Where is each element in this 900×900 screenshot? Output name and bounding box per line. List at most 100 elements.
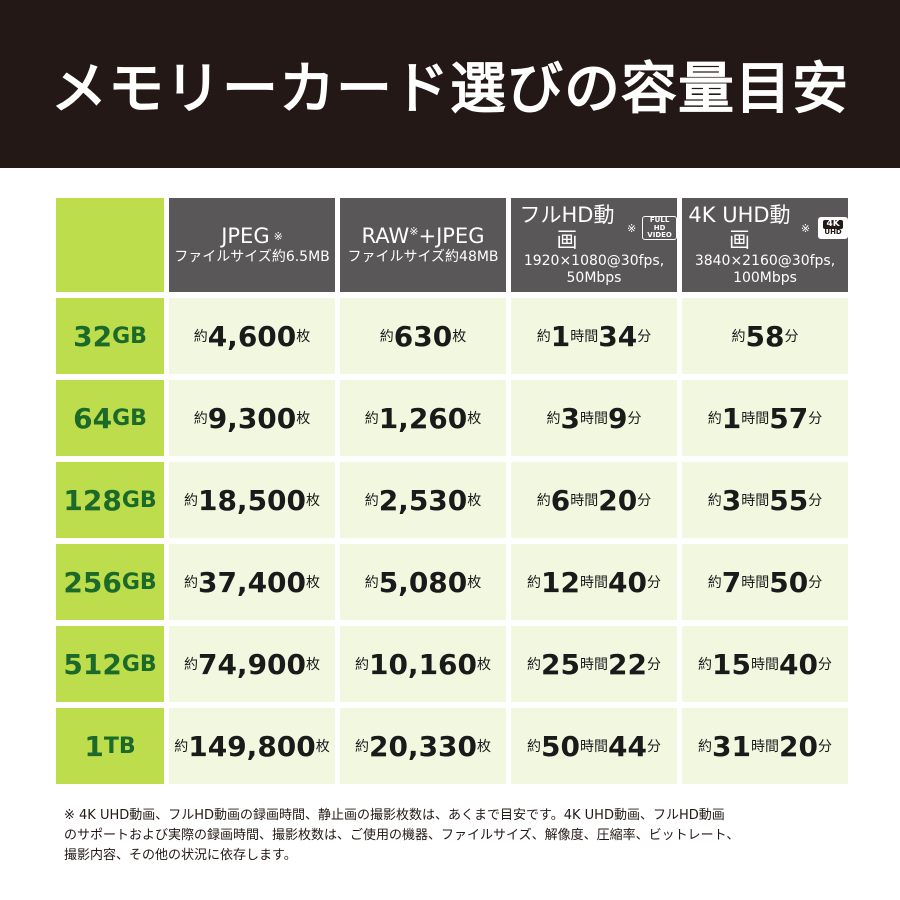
header-sub: 3840×2160@30fps, [694, 253, 836, 270]
cell-unit: 枚 [306, 575, 321, 591]
cell-unit: 約 [193, 329, 208, 345]
header-sub-2: 50Mbps [566, 270, 622, 287]
cell-value: 50 [541, 729, 580, 763]
table-cell: 約 630 枚 [340, 298, 506, 374]
capacity-label: 1 TB [56, 708, 164, 784]
cell-value: 15 [712, 647, 751, 681]
cell-unit: 約 [546, 411, 561, 427]
table-cell: 約 3 時間 9 分 [511, 380, 677, 456]
cell-unit: 時間 [570, 329, 599, 345]
cell-unit: 約 [527, 657, 542, 673]
table-cell: 約 20,330 枚 [340, 708, 506, 784]
cell-unit: 時間 [751, 739, 779, 755]
table-cell: 約 37,400 枚 [169, 544, 335, 620]
table-cell: 約 12 時間 40 分 [511, 544, 677, 620]
cell-value: 2,530 [378, 483, 468, 517]
capacity-unit: TB [103, 733, 136, 759]
cell-unit: 分 [646, 657, 661, 673]
fullhd-video-icon: FULL HD VIDEO [642, 216, 677, 241]
footnote-line: 撮影内容、その他の状況に依存します。 [64, 848, 297, 863]
table-cell: 約 74,900 枚 [169, 626, 335, 702]
cell-unit: 約 [183, 575, 198, 591]
cell-unit: 時間 [580, 657, 608, 673]
capacity-unit: GB [121, 569, 157, 595]
cell-value: 4,600 [207, 319, 297, 353]
cell-value: 149,800 [188, 729, 316, 763]
cell-unit: 時間 [741, 411, 770, 427]
cell-value: 12 [541, 565, 580, 599]
cell-unit: 枚 [467, 493, 482, 509]
cell-unit: 枚 [467, 575, 482, 591]
cell-value: 20,330 [368, 729, 478, 763]
footnote-line: ※ 4K UHD動画、フルHD動画の録画時間、静止画の撮影枚数は、あくまで目安で… [64, 808, 725, 823]
capacity-number: 512 [63, 647, 122, 681]
note-mark: ※ [409, 225, 419, 238]
cell-value: 58 [745, 319, 785, 353]
cell-unit: 約 [174, 739, 189, 755]
header-4k-uhd: 4K UHD動画 ※ 4K UHD 3840×2160@30fps, 100Mbp… [682, 198, 848, 292]
cell-value: 1 [550, 319, 571, 353]
cell-unit: 分 [808, 575, 823, 591]
header-label: RAW※+JPEG [361, 224, 485, 248]
cell-unit: 時間 [570, 493, 599, 509]
cell-value: 37,400 [197, 565, 307, 599]
capacity-label: 512 GB [56, 626, 164, 702]
cell-value: 18,500 [197, 483, 307, 517]
header-raw-jpeg: RAW※+JPEG ファイルサイズ約48MB [340, 198, 506, 292]
cell-unit: 枚 [306, 657, 321, 673]
table-cell: 約 7 時間 50 分 [682, 544, 848, 620]
cell-value: 57 [769, 401, 809, 435]
cell-unit: 約 [364, 411, 379, 427]
cell-value: 1,260 [378, 401, 468, 435]
cell-unit: 約 [536, 329, 551, 345]
table-cell: 約 31 時間 20 分 [682, 708, 848, 784]
cell-unit: 約 [707, 411, 722, 427]
cell-unit: 約 [527, 575, 542, 591]
cell-value: 6 [550, 483, 571, 517]
capacity-number: 1 [84, 729, 104, 763]
note-mark: ※ [273, 230, 283, 243]
cell-value: 34 [598, 319, 638, 353]
note-mark: ※ [800, 221, 811, 235]
cell-value: 22 [608, 647, 647, 681]
table-cell: 約 3 時間 55 分 [682, 462, 848, 538]
cell-value: 20 [598, 483, 638, 517]
note-mark: ※ [626, 221, 637, 235]
cell-unit: 分 [817, 657, 832, 673]
cell-unit: 約 [698, 739, 713, 755]
capacity-table: JPEG ※ ファイルサイズ約6.5MB RAW※+JPEG ファイルサイズ約48… [56, 198, 848, 784]
cell-unit: 約 [183, 493, 198, 509]
cell-unit: 枚 [306, 493, 321, 509]
cell-unit: 分 [646, 739, 661, 755]
header-label: 4K UHD動画 [688, 203, 791, 253]
cell-unit: 約 [379, 329, 394, 345]
footnote: ※ 4K UHD動画、フルHD動画の録画時間、静止画の撮影枚数は、あくまで目安で… [64, 806, 854, 866]
cell-unit: 約 [527, 739, 542, 755]
cell-value: 55 [769, 483, 809, 517]
cell-value: 20 [779, 729, 818, 763]
table-cell: 約 149,800 枚 [169, 708, 335, 784]
header-label: JPEG [221, 224, 270, 248]
cell-unit: 分 [637, 493, 652, 509]
footnote-line: のサポートおよび実際の録画時間、撮影枚数は、ご使用の機器、ファイルサイズ、解像度… [64, 828, 740, 843]
capacity-unit: GB [121, 651, 157, 677]
cell-value: 9,300 [207, 401, 297, 435]
cell-unit: 約 [731, 329, 746, 345]
header-label: フルHD動画 [519, 203, 615, 253]
cell-value: 74,900 [197, 647, 307, 681]
cell-unit: 分 [784, 329, 799, 345]
table-cell: 約 9,300 枚 [169, 380, 335, 456]
cell-value: 630 [393, 319, 453, 353]
cell-value: 50 [769, 565, 809, 599]
cell-unit: 分 [808, 493, 823, 509]
cell-unit: 分 [817, 739, 832, 755]
table-cell: 約 25 時間 22 分 [511, 626, 677, 702]
header-jpeg: JPEG ※ ファイルサイズ約6.5MB [169, 198, 335, 292]
cell-unit: 時間 [741, 493, 770, 509]
capacity-number: 32 [73, 319, 113, 353]
cell-unit: 枚 [477, 657, 492, 673]
4k-uhd-icon: 4K UHD [818, 217, 848, 240]
table-cell: 約 1,260 枚 [340, 380, 506, 456]
table-cell: 約 10,160 枚 [340, 626, 506, 702]
cell-unit: 約 [354, 657, 369, 673]
